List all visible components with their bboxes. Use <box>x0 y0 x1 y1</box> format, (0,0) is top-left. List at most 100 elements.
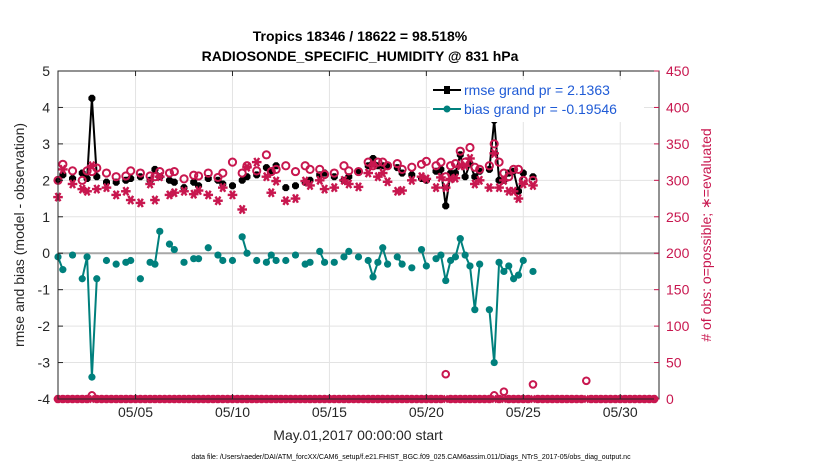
x-tick-label: 05/30 <box>603 404 638 420</box>
bias-point <box>78 275 86 283</box>
obs-possible-point <box>470 162 480 172</box>
obs-evaluated-point <box>121 186 131 197</box>
obs-evaluated-point-stroke <box>195 185 202 196</box>
bias-point <box>398 260 406 268</box>
obs-evaluated-point-stroke <box>306 180 314 191</box>
obs-evaluated-point-stroke <box>515 193 522 204</box>
obs-possible-point <box>339 161 349 171</box>
obs-possible-point <box>193 171 204 181</box>
obs-evaluated-point-stroke <box>330 182 338 193</box>
obs-possible-point <box>169 166 179 177</box>
bias-point <box>102 256 111 265</box>
bias-point <box>340 253 348 261</box>
obs-evaluated-point-stroke <box>408 175 416 186</box>
right-tick-label: 200 <box>666 245 690 261</box>
obs-possible-point <box>319 169 330 180</box>
bias-point <box>442 276 450 285</box>
obs-evaluated-point <box>227 190 238 200</box>
bias-point <box>219 256 227 265</box>
obs-evaluated-point-stroke <box>398 185 406 196</box>
bias-point <box>422 262 430 270</box>
bias-point <box>228 256 237 265</box>
obs-possible-point <box>475 164 485 174</box>
bias-point <box>204 244 212 252</box>
bias-point <box>330 258 338 266</box>
obs-evaluated-point-stroke <box>345 179 353 189</box>
x-axis-ticks: 05/05 05/10 05/15 05/20 05/25 05/30 <box>118 71 638 420</box>
obs-evaluated-point <box>513 193 524 204</box>
obs-possible-point <box>179 174 189 184</box>
obs-evaluated-point <box>280 195 291 206</box>
obs-evaluated-point <box>518 179 529 189</box>
obs-evaluated-point <box>261 171 272 182</box>
left-tick-label: 5 <box>42 63 50 79</box>
obs-evaluated-point-stroke <box>93 184 101 194</box>
bias-series-line <box>435 234 481 310</box>
bias-series-line <box>81 256 98 378</box>
obs-possible-point <box>513 164 524 174</box>
obs-evaluated-point <box>251 157 262 167</box>
legend-rmse-marker <box>444 86 450 94</box>
right-tick-label: 450 <box>666 63 690 79</box>
obs-evaluated-point-stroke <box>451 173 459 183</box>
bias-point <box>320 258 329 266</box>
obs-evaluated-point-stroke <box>466 153 474 164</box>
bias-point <box>345 247 353 255</box>
right-tick-label: 100 <box>666 318 690 334</box>
obs-evaluated-point-stroke <box>476 175 484 186</box>
left-tick-label: 3 <box>42 136 50 152</box>
bias-point <box>180 258 188 266</box>
obs-possible-point <box>126 166 136 176</box>
bias-point <box>451 253 460 261</box>
left-tick-label: -3 <box>38 355 51 371</box>
obs-evaluated-point <box>508 186 519 197</box>
rmse-point <box>292 182 299 190</box>
obs-evaluated-point-stroke <box>180 186 188 197</box>
obs-evaluated-point <box>494 182 504 193</box>
obs-evaluated-point-stroke <box>355 182 362 192</box>
rmse-point <box>282 184 290 192</box>
obs-evaluated-point-stroke <box>156 171 164 182</box>
obs-evaluated-point <box>91 184 102 194</box>
bias-point <box>466 262 474 270</box>
right-tick-label: 300 <box>666 172 690 188</box>
bias-point <box>408 264 416 272</box>
obs-evaluated-point <box>111 190 121 200</box>
bias-point <box>306 258 314 266</box>
bias-point <box>59 266 67 274</box>
y-axis-label-left: rmse and bias (model - observation) <box>11 123 27 347</box>
x-tick-label: 05/25 <box>506 404 541 420</box>
obs-possible-point <box>135 168 145 178</box>
obs-evaluated-point <box>484 182 495 193</box>
obs-possible-point <box>489 139 499 149</box>
obs-evaluated-point-stroke <box>243 162 251 172</box>
obs-evaluated-point-stroke <box>253 157 261 167</box>
bias-point <box>519 256 527 265</box>
obs-evaluated-point-stroke <box>461 160 469 171</box>
left-axis-ticks: -4 -3 -2 -1 0 1 2 3 4 5 <box>38 63 63 407</box>
left-tick-label: 0 <box>42 245 50 261</box>
obs-evaluated-point <box>135 198 146 208</box>
right-axis-ticks: 0 50 100 150 200 250 300 350 400 450 <box>654 63 690 407</box>
left-tick-label: -1 <box>38 282 51 298</box>
bias-point <box>476 260 484 268</box>
obs-evaluated-point-stroke <box>214 195 222 206</box>
right-tick-label: 400 <box>666 99 690 115</box>
obs-evaluated-point <box>353 182 364 192</box>
obs-evaluated-point <box>305 180 315 191</box>
bias-point <box>461 251 469 259</box>
obs-evaluated-point-stroke <box>456 160 464 171</box>
obs-evaluated-point <box>319 184 330 194</box>
rmse-point <box>471 173 479 181</box>
obs-possible-point <box>436 157 446 167</box>
obs-evaluated-point-stroke <box>432 182 440 193</box>
bias-point <box>291 251 300 259</box>
rmse-point <box>442 202 450 210</box>
plot-area <box>58 71 659 399</box>
obs-evaluated-point-stroke <box>364 168 372 178</box>
obs-possible-point <box>67 166 78 176</box>
rmse-point <box>238 176 246 184</box>
obs-evaluated-point <box>145 179 155 189</box>
bias-point <box>267 251 275 259</box>
bias-point <box>529 267 537 276</box>
